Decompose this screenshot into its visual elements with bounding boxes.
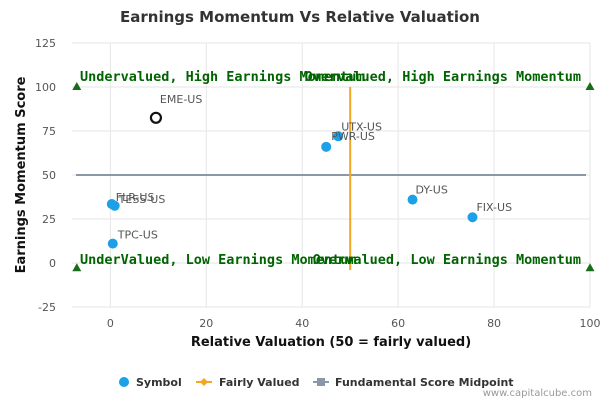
y-axis-title: Earnings Momentum Score	[14, 76, 29, 273]
data-point-label: DY-US	[416, 184, 448, 197]
data-point	[107, 238, 118, 249]
data-point-label: PWR-US	[331, 130, 375, 143]
legend-midpoint-label: Fundamental Score Midpoint	[335, 376, 514, 389]
legend-midpoint-marker	[317, 378, 325, 386]
data-point	[467, 212, 478, 223]
credit-text: www.capitalcube.com	[483, 388, 592, 399]
y-tick-label: 25	[42, 213, 56, 226]
legend-symbol-label: Symbol	[136, 376, 182, 389]
y-axis-ticks: -25 0 25 50 75 100 125	[35, 37, 56, 314]
y-tick-label: 0	[49, 257, 56, 270]
chart-title: Earnings Momentum Vs Relative Valuation	[120, 8, 480, 26]
x-tick-label: 0	[107, 317, 114, 330]
corner-triangle-marker	[585, 82, 595, 90]
x-axis-ticks: 0 20 40 60 80 100	[107, 317, 600, 330]
data-point	[407, 194, 418, 205]
corner-triangle-marker	[72, 82, 82, 90]
data-point-label: TPC-US	[117, 229, 158, 242]
quadrant-label-bottom-left: UnderValued, Low Earnings Momentum	[80, 252, 356, 268]
x-tick-label: 100	[580, 317, 600, 330]
corner-markers	[72, 82, 595, 272]
data-point-label: FLR-US	[116, 191, 155, 204]
corner-triangle-marker	[585, 263, 595, 272]
legend-fairly-valued-marker	[200, 378, 208, 386]
corner-triangle-marker	[72, 263, 82, 272]
x-tick-label: 40	[295, 317, 309, 330]
data-point	[333, 131, 344, 142]
y-tick-label: 75	[42, 125, 56, 138]
y-tick-label: 50	[42, 169, 56, 182]
data-point	[109, 200, 120, 211]
quadrant-label-bottom-right: Overvalued, Low Earnings Momentum	[313, 252, 581, 268]
data-point-highlighted	[149, 111, 163, 124]
quadrant-label-top-right: Overvalued, High Earnings Momentum	[305, 69, 581, 85]
x-axis-title: Relative Valuation (50 = fairly valued)	[191, 335, 471, 350]
quadrant-label-top-left: Undervalued, High Earnings Momentum	[80, 69, 364, 85]
data-point-label: UTX-US	[341, 120, 382, 133]
x-tick-label: 80	[487, 317, 501, 330]
x-tick-label: 20	[199, 317, 213, 330]
legend: Symbol Fairly Valued Fundamental Score M…	[119, 376, 514, 389]
legend-symbol-marker	[119, 377, 129, 387]
legend-fairly-valued-label: Fairly Valued	[219, 376, 300, 389]
grid-lines	[72, 42, 591, 308]
y-tick-label: 100	[35, 81, 56, 94]
data-point-label: EME-US	[160, 93, 202, 106]
data-point	[321, 141, 332, 152]
data-point-label: TESS-US	[118, 193, 166, 206]
reference-lines	[76, 87, 586, 271]
y-tick-label: -25	[38, 301, 56, 314]
x-tick-label: 60	[391, 317, 405, 330]
quadrant-labels: Undervalued, High Earnings MomentumOverv…	[80, 69, 581, 268]
data-point-label: FIX-US	[476, 201, 512, 214]
y-tick-label: 125	[35, 37, 56, 50]
